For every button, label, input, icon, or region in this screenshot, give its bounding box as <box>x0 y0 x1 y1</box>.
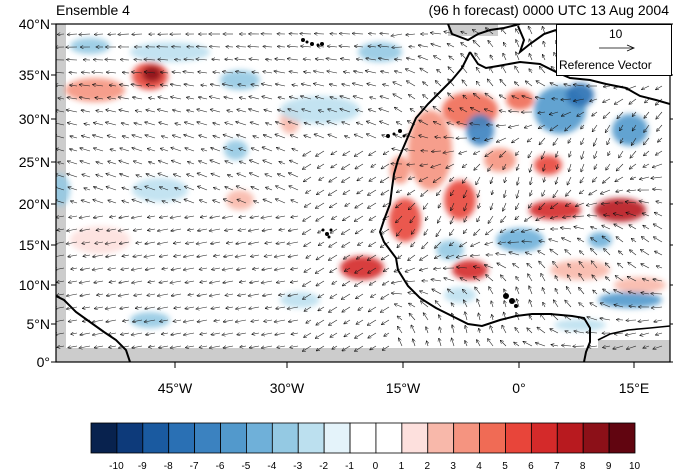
colorbar-swatch <box>401 422 429 454</box>
colorbar-swatch <box>271 422 299 454</box>
lat-label: 15°N <box>19 237 50 253</box>
lat-label: 30°N <box>19 111 50 127</box>
colorbar-tick-label: -1 <box>345 461 354 471</box>
lat-label: 5°N <box>27 316 51 332</box>
colorbar-tick-label: -7 <box>190 461 199 471</box>
colorbar-swatch <box>297 422 325 454</box>
lon-label: 15°E <box>619 380 650 396</box>
colorbar-swatch <box>194 422 221 454</box>
colorbar-swatch <box>90 422 118 454</box>
forecast-time-title: (96 h forecast) 0000 UTC 13 Aug 2004 <box>428 2 669 18</box>
wind-vector-field <box>56 26 663 351</box>
lat-label: 40°N <box>19 16 50 32</box>
colorbar-swatch <box>220 422 247 454</box>
colorbar-tick-label: -3 <box>293 461 302 471</box>
lat-label: 10°N <box>19 277 50 293</box>
colorbar-tick-label: -9 <box>138 461 147 471</box>
colorbar-swatch <box>116 422 144 454</box>
colorbar-tick-label: -10 <box>109 461 124 471</box>
colorbar-swatch <box>556 422 584 454</box>
latitude-labels: 40°N 35°N 30°N 25°N 20°N 15°N 10°N 5°N 0… <box>19 16 50 370</box>
nodata-southeast <box>598 340 670 362</box>
colorbar-tick-label: 7 <box>554 461 560 471</box>
colorbar-swatch <box>479 422 506 454</box>
colorbar-tick-label: 8 <box>580 461 586 471</box>
lat-label: 35°N <box>19 67 50 83</box>
colorbar-tick-label: 2 <box>424 461 430 471</box>
colorbar-swatch <box>246 422 273 454</box>
colorbar-tick-label: 1 <box>399 461 405 471</box>
lon-label: 45°W <box>158 380 193 396</box>
colorbar-labels: -10 -9 -8 -7 -6 -5 -4 -3 -2 -1 0 1 2 3 4 5 6 7 8 9 10 <box>109 461 640 471</box>
iberia-coast <box>447 24 521 42</box>
lat-label: 0° <box>37 354 50 370</box>
colorbar <box>90 422 636 454</box>
lat-label: 25°N <box>19 154 50 170</box>
lat-label: 20°N <box>19 196 50 212</box>
longitude-labels: 45°W 30°W 15°W 0° 15°E <box>158 380 649 396</box>
colorbar-tick-label: 10 <box>629 461 641 471</box>
lon-label: 30°W <box>270 380 305 396</box>
colorbar-swatch <box>168 422 196 454</box>
colorbar-tick-label: 6 <box>528 461 534 471</box>
islands <box>301 38 518 308</box>
nodata-south-edge <box>56 348 670 362</box>
ensemble-title: Ensemble 4 <box>56 2 130 18</box>
colorbar-swatch <box>142 422 170 454</box>
reference-vector-label: Reference Vector <box>559 58 652 72</box>
colorbar-tick-label: -4 <box>267 461 276 471</box>
reference-vector-box: 10 Reference Vector <box>556 24 672 76</box>
south-america-coast <box>56 295 131 362</box>
colorbar-swatch <box>349 422 377 454</box>
reference-arrow-icon <box>599 44 636 52</box>
colorbar-swatch <box>323 422 351 454</box>
colorbar-tick-label: 4 <box>476 461 482 471</box>
colorbar-tick-label: 5 <box>502 461 508 471</box>
reference-vector-magnitude: 10 <box>609 27 623 41</box>
lon-label: 0° <box>512 380 525 396</box>
colorbar-tick-label: -2 <box>319 461 328 471</box>
colorbar-tick-label: -5 <box>241 461 250 471</box>
gulf-coast <box>597 325 670 341</box>
lon-label: 15°W <box>386 380 421 396</box>
colorbar-swatch <box>530 422 558 454</box>
colorbar-swatch <box>375 422 403 454</box>
colorbar-tick-label: 9 <box>606 461 612 471</box>
colorbar-swatch <box>608 422 636 454</box>
colorbar-swatch <box>453 422 480 454</box>
colorbar-tick-label: 0 <box>373 461 379 471</box>
colorbar-tick-label: 3 <box>450 461 456 471</box>
map-frame <box>55 23 671 363</box>
colorbar-swatch <box>427 422 455 454</box>
mediterranean-coast <box>517 25 557 55</box>
colorbar-swatch <box>582 422 610 454</box>
colorbar-tick-label: -6 <box>216 461 225 471</box>
colorbar-tick-label: -8 <box>164 461 173 471</box>
colorbar-swatch <box>505 422 532 454</box>
